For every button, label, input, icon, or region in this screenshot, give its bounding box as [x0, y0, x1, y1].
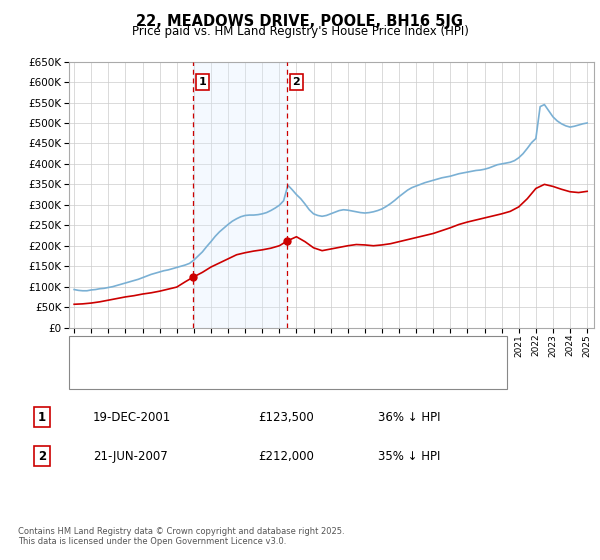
Text: HPI: Average price, detached house, Dorset: HPI: Average price, detached house, Dors… — [111, 369, 338, 379]
Text: 21-JUN-2007: 21-JUN-2007 — [93, 450, 168, 463]
Text: 1: 1 — [38, 410, 46, 424]
Text: £123,500: £123,500 — [258, 410, 314, 424]
Bar — [193, 62, 287, 328]
Text: 2: 2 — [38, 450, 46, 463]
Text: 1: 1 — [199, 77, 206, 87]
Text: 19-DEC-2001: 19-DEC-2001 — [93, 410, 171, 424]
Text: Contains HM Land Registry data © Crown copyright and database right 2025.
This d: Contains HM Land Registry data © Crown c… — [18, 526, 344, 546]
Text: 22, MEADOWS DRIVE, POOLE, BH16 5JG: 22, MEADOWS DRIVE, POOLE, BH16 5JG — [137, 14, 464, 29]
Text: Price paid vs. HM Land Registry's House Price Index (HPI): Price paid vs. HM Land Registry's House … — [131, 25, 469, 38]
Text: 22, MEADOWS DRIVE, POOLE, BH16 5JG (detached house): 22, MEADOWS DRIVE, POOLE, BH16 5JG (deta… — [111, 346, 414, 356]
Text: 36% ↓ HPI: 36% ↓ HPI — [378, 410, 440, 424]
Text: 2: 2 — [293, 77, 300, 87]
Text: 35% ↓ HPI: 35% ↓ HPI — [378, 450, 440, 463]
Text: £212,000: £212,000 — [258, 450, 314, 463]
